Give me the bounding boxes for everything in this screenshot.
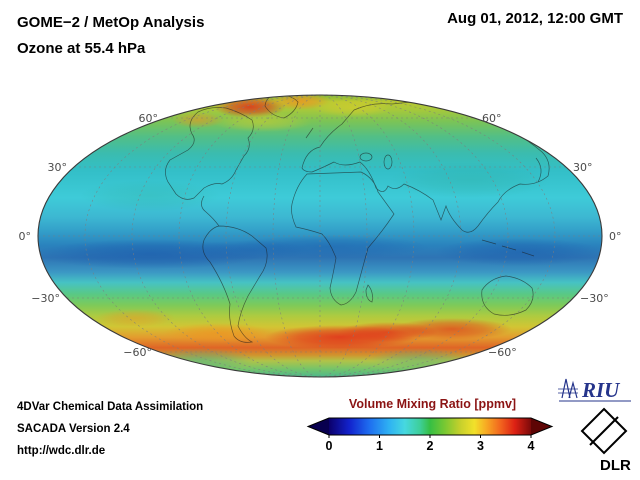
colorbar-left-arrow xyxy=(308,418,329,435)
riu-tower-icon xyxy=(558,378,578,399)
plot-title: GOME−2 / MetOp Analysis xyxy=(17,14,205,31)
coastlines xyxy=(165,95,564,343)
colorbar-tick-0: 0 xyxy=(325,439,333,453)
colorbar-tick-marks xyxy=(328,435,532,438)
lat-label-right-60: 60° xyxy=(482,112,502,125)
footer-line-url: http://wdc.dlr.de xyxy=(17,445,106,457)
colorbar xyxy=(306,417,554,438)
colorbar-tick-2: 2 xyxy=(426,439,434,453)
lat-label-right-30: 30° xyxy=(573,161,593,174)
colorbar-title: Volume Mixing Ratio [ppmv] xyxy=(348,397,517,411)
plot-subtitle: Ozone at 55.4 hPa xyxy=(17,40,146,57)
lat-label-left-60: 60° xyxy=(139,112,159,125)
dlr-logo-text: DLR xyxy=(600,457,631,474)
riu-logo: RIU xyxy=(558,378,631,402)
colorbar-tick-1: 1 xyxy=(376,439,383,453)
lat-label-right-0: 0° xyxy=(609,230,622,243)
header-left: GOME−2 / MetOp Analysis Ozone at 55.4 hP… xyxy=(17,10,204,62)
colorbar-right-arrow xyxy=(531,418,552,435)
lat-label-left-30: 30° xyxy=(48,161,68,174)
dlr-emblem-icon xyxy=(580,407,628,455)
ozone-field xyxy=(38,95,602,377)
colorbar-gradient-bar xyxy=(329,418,531,435)
footer-line-assimilation: 4DVar Chemical Data Assimilation xyxy=(17,401,204,413)
lat-label-left-0: 0° xyxy=(19,230,32,243)
lat-label-right-m60: −60° xyxy=(488,346,517,359)
latitude-labels: 60° 30° 0° −30° −60° 60° 30° 0° −30° −60… xyxy=(19,112,622,359)
riu-logo-text: RIU xyxy=(581,378,621,402)
lat-label-right-m30: −30° xyxy=(580,292,609,305)
plot-timestamp: Aug 01, 2012, 12:00 GMT xyxy=(447,10,623,27)
lat-label-left-m30: −30° xyxy=(31,292,60,305)
lat-label-left-m60: −60° xyxy=(123,346,152,359)
map-outline xyxy=(37,94,603,378)
colorbar-tick-labels: 0 1 2 3 4 xyxy=(305,439,560,453)
dlr-logo: DLR xyxy=(580,407,631,474)
colorbar-tick-4: 4 xyxy=(527,439,535,453)
colorbar-tick-3: 3 xyxy=(477,439,484,453)
footer-credits: 4DVar Chemical Data Assimilation SACADA … xyxy=(17,396,203,462)
footer-line-version: SACADA Version 2.4 xyxy=(17,423,130,435)
